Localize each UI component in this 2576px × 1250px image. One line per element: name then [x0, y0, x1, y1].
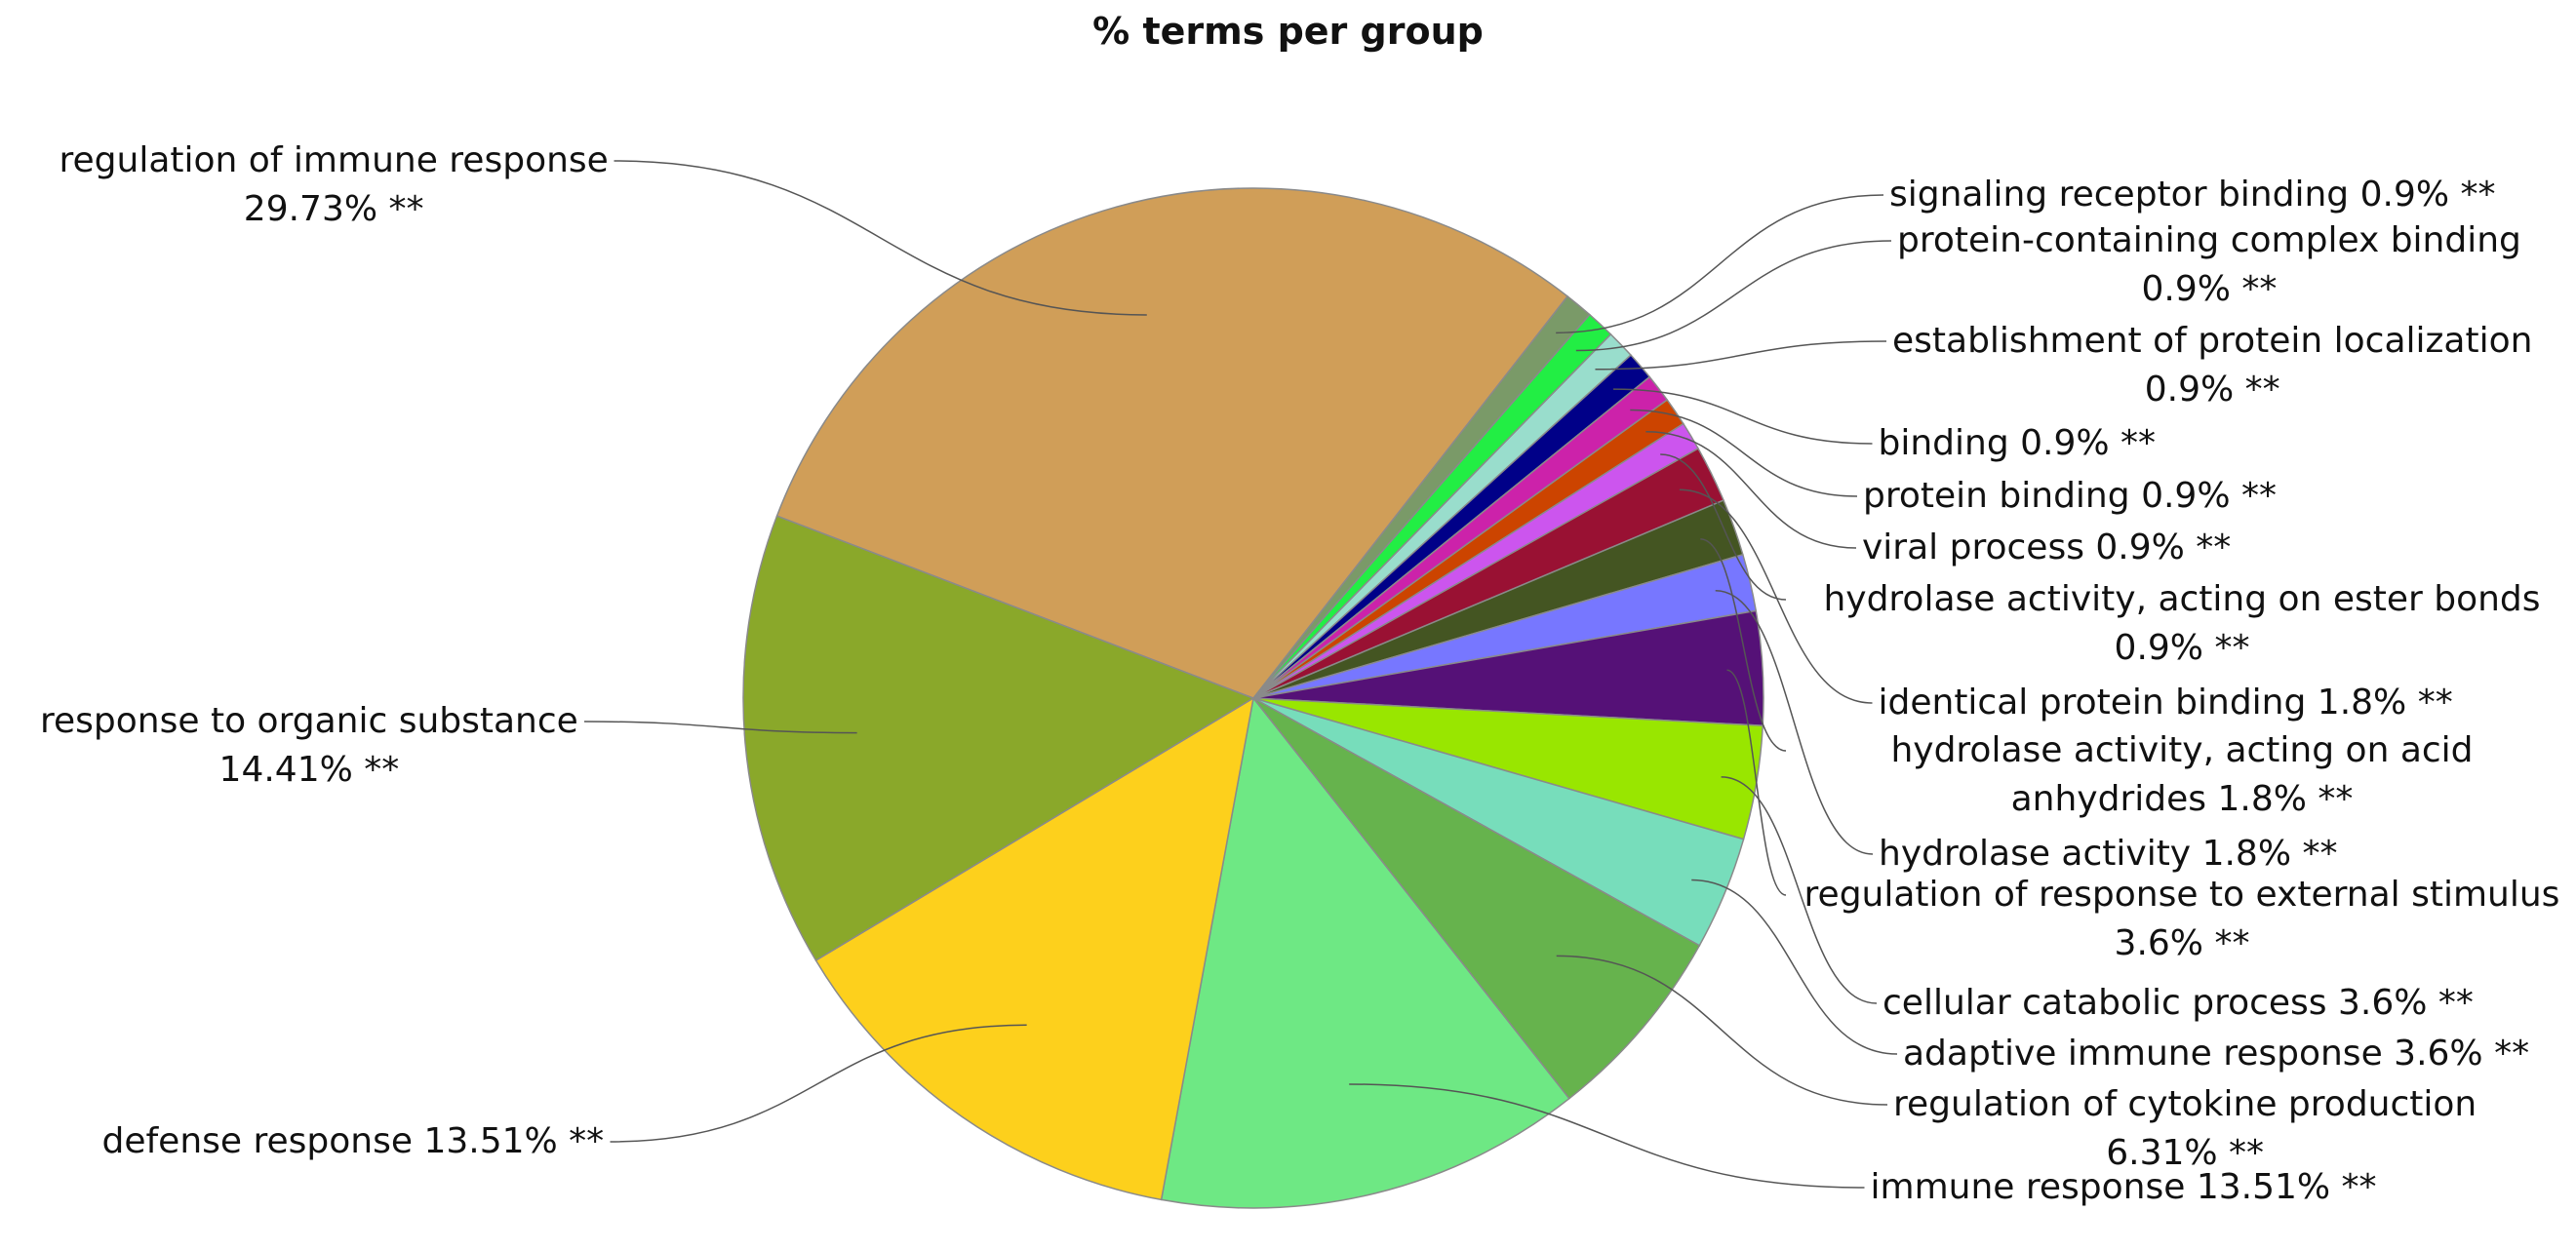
slice-label: viral process 0.9% **	[1862, 524, 2231, 572]
leader-line	[1556, 955, 1888, 1106]
value-label: 1.8% **	[2217, 779, 2354, 819]
value-label: 0.9% **	[2144, 370, 2280, 410]
leader-line	[1630, 409, 1858, 497]
value-label: 29.73% **	[243, 189, 424, 229]
leader-line	[1700, 538, 1787, 752]
leader-line	[1721, 776, 1878, 1004]
leader-line	[1575, 240, 1892, 352]
value-label: 14.41% **	[218, 750, 400, 790]
slice-label: hydrolase activity, acting on acid anhyd…	[1792, 726, 2572, 824]
slice-label: signaling receptor binding 0.9% **	[1889, 171, 2496, 219]
category-name: protein binding	[1863, 476, 2130, 516]
value-label: 0.9% **	[2095, 527, 2232, 567]
pie-slice	[1252, 697, 1701, 1100]
category-name: regulation of response to external stimu…	[1803, 875, 2560, 915]
leader-line	[1349, 1083, 1865, 1189]
slice-label: cellular catabolic process 3.6% **	[1882, 979, 2474, 1028]
category-name: hydrolase activity	[1879, 834, 2192, 874]
category-name: adaptive immune response	[1903, 1034, 2383, 1074]
category-name: defense response	[101, 1121, 414, 1161]
value-label: 0.9% **	[2141, 269, 2278, 309]
slice-label: hydrolase activity, acting on ester bond…	[1792, 575, 2572, 673]
slice-label: adaptive immune response 3.6% **	[1903, 1030, 2529, 1078]
leader-line	[583, 721, 857, 734]
leader-line	[1595, 340, 1887, 371]
slice-label: regulation of immune response 29.73% **	[59, 137, 609, 234]
category-name: protein-containing complex binding	[1897, 220, 2521, 260]
value-label: 1.8% **	[2201, 834, 2338, 874]
leader-line	[614, 160, 1147, 316]
value-label: 1.8% **	[2317, 683, 2453, 723]
slice-label: establishment of protein localization 0.9…	[1892, 317, 2532, 414]
slice-label: regulation of response to external stimu…	[1792, 871, 2572, 968]
category-name: response to organic substance	[40, 701, 578, 741]
category-name: identical protein binding	[1878, 683, 2307, 723]
category-name: hydrolase activity, acting on ester bond…	[1823, 579, 2541, 619]
slice-label: identical protein binding 1.8% **	[1879, 679, 2453, 727]
value-label: 0.9% **	[2359, 175, 2496, 215]
category-name: regulation of immune response	[59, 140, 609, 180]
pie-slice	[742, 515, 1255, 962]
category-name: binding	[1878, 423, 2009, 463]
leader-line	[1612, 388, 1873, 445]
slice-label: response to organic substance 14.41% **	[40, 697, 578, 795]
slice-label: binding 0.9% **	[1879, 419, 2157, 468]
leader-line	[1660, 453, 1787, 601]
leader-line	[1726, 669, 1787, 896]
value-label: 3.6% **	[2394, 1034, 2530, 1074]
value-label: 13.51% **	[2196, 1167, 2377, 1207]
slice-label: immune response 13.51% **	[1871, 1163, 2377, 1212]
value-label: 6.31% **	[2106, 1133, 2265, 1173]
value-label: 3.6% **	[2338, 983, 2474, 1023]
category-name: immune response	[1870, 1167, 2186, 1207]
category-name: viral process	[1862, 527, 2084, 567]
category-name: cellular catabolic process	[1882, 983, 2327, 1023]
leader-line	[1691, 879, 1898, 1055]
value-label: 0.9% **	[2020, 423, 2157, 463]
pie-slice	[1160, 696, 1570, 1209]
leader-line	[1645, 431, 1857, 549]
slice-label: protein-containing complex binding 0.9% *…	[1897, 216, 2521, 314]
pie-slice	[814, 696, 1255, 1201]
pie-slice	[775, 187, 1569, 699]
category-name: hydrolase activity, acting on acid anhyd…	[1890, 730, 2474, 819]
leader-line	[1679, 488, 1873, 704]
value-label: 0.9% **	[2114, 628, 2250, 668]
slice-label: regulation of cytokine production 6.31% *…	[1893, 1080, 2477, 1178]
value-label: 13.51% **	[423, 1121, 605, 1161]
category-name: signaling receptor binding	[1889, 175, 2350, 215]
slice-label: protein binding 0.9% **	[1863, 472, 2277, 521]
value-label: 0.9% **	[2141, 476, 2277, 516]
slice-label: defense response 13.51% **	[102, 1117, 605, 1166]
slice-label: hydrolase activity 1.8% **	[1879, 830, 2337, 879]
chart-title: % terms per group	[1092, 10, 1484, 53]
leader-line	[1715, 589, 1874, 855]
leader-line	[1556, 194, 1884, 334]
category-name: establishment of protein localization	[1892, 321, 2533, 361]
leader-line	[610, 1024, 1027, 1143]
category-name: regulation of cytokine production	[1893, 1084, 2477, 1124]
value-label: 3.6% **	[2114, 923, 2250, 963]
